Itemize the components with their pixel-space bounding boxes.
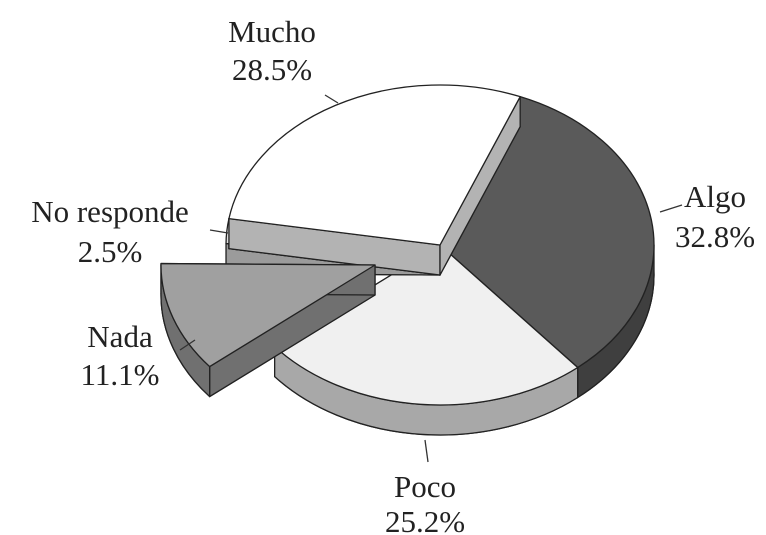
- slice: [160, 262, 376, 368]
- slice: [274, 244, 579, 406]
- slice-label: Mucho: [228, 14, 316, 49]
- slice-label: Poco: [394, 469, 456, 504]
- slice-value-label: 32.8%: [675, 219, 755, 254]
- slice-label: No responde: [31, 194, 189, 229]
- leader-line: [659, 204, 683, 213]
- leader-line: [179, 339, 196, 351]
- leader-line: [209, 229, 229, 234]
- slice: [228, 84, 521, 246]
- leader-line: [324, 94, 339, 104]
- slice-label: Nada: [87, 319, 153, 354]
- leader-line: [424, 439, 429, 463]
- slice-value-label: 28.5%: [232, 52, 312, 87]
- slice-label: Algo: [684, 179, 746, 214]
- slice-value-label: 2.5%: [78, 234, 143, 269]
- slice-value-label: 25.2%: [385, 504, 465, 535]
- slice-value-label: 11.1%: [81, 357, 160, 392]
